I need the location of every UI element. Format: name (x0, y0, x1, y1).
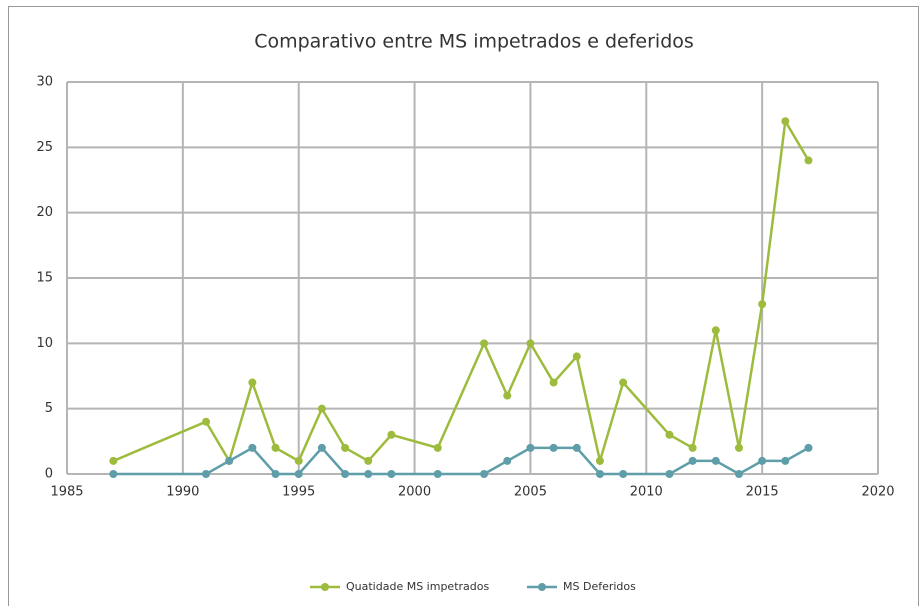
data-point (734, 470, 743, 478)
data-point (595, 456, 604, 465)
data-point (619, 378, 628, 387)
data-point (271, 443, 280, 452)
data-point (549, 443, 558, 452)
data-point (317, 404, 326, 413)
legend-marker (538, 583, 546, 591)
data-point (665, 470, 674, 478)
data-point (225, 456, 234, 465)
y-tick-label: 20 (36, 205, 53, 220)
data-point (364, 470, 373, 478)
data-point (341, 470, 350, 478)
data-point (109, 456, 118, 465)
data-point (480, 470, 489, 478)
y-tick-label: 15 (36, 271, 53, 286)
data-point (202, 470, 211, 478)
data-point (433, 443, 442, 452)
y-tick-label: 25 (36, 140, 53, 155)
data-point (572, 352, 581, 361)
data-point (572, 443, 581, 452)
chart-frame (8, 6, 919, 606)
y-tick-label: 5 (45, 401, 53, 416)
data-point (804, 443, 813, 452)
data-point (387, 430, 396, 439)
data-point (526, 339, 535, 348)
data-point (248, 443, 257, 452)
data-point (758, 300, 767, 309)
data-point (665, 430, 674, 439)
data-point (341, 443, 350, 452)
x-tick-label: 1990 (166, 485, 199, 500)
data-point (758, 456, 767, 465)
data-point (503, 391, 512, 400)
legend-label: Quatidade MS impetrados (346, 580, 489, 593)
legend-label: MS Deferidos (563, 580, 636, 593)
x-tick-label: 2010 (630, 485, 663, 500)
data-point (804, 156, 813, 165)
data-point (387, 470, 396, 478)
data-point (688, 456, 697, 465)
data-point (734, 443, 743, 452)
data-point (549, 378, 558, 387)
data-point (294, 456, 303, 465)
legend-marker (321, 583, 329, 591)
data-point (711, 456, 720, 465)
x-tick-label: 1995 (282, 485, 315, 500)
data-point (595, 470, 604, 478)
y-tick-label: 30 (36, 75, 53, 90)
data-point (317, 443, 326, 452)
chart-title: Comparativo entre MS impetrados e deferi… (254, 31, 694, 53)
x-tick-label: 2000 (398, 485, 431, 500)
x-tick-label: 2020 (861, 485, 894, 500)
data-point (248, 378, 257, 387)
data-point (688, 443, 697, 452)
data-point (619, 470, 628, 478)
data-point (480, 339, 489, 348)
data-point (503, 456, 512, 465)
y-tick-label: 0 (45, 467, 53, 482)
data-point (109, 470, 118, 478)
x-tick-label: 2005 (514, 485, 547, 500)
data-point (433, 470, 442, 478)
data-point (711, 326, 720, 335)
x-tick-label: 2015 (746, 485, 779, 500)
x-tick-label: 1985 (50, 485, 83, 500)
data-point (526, 443, 535, 452)
y-tick-label: 10 (36, 336, 53, 351)
data-point (294, 470, 303, 478)
data-point (781, 117, 790, 126)
data-point (271, 470, 280, 478)
data-point (781, 456, 790, 465)
data-point (364, 456, 373, 465)
data-point (202, 417, 211, 426)
